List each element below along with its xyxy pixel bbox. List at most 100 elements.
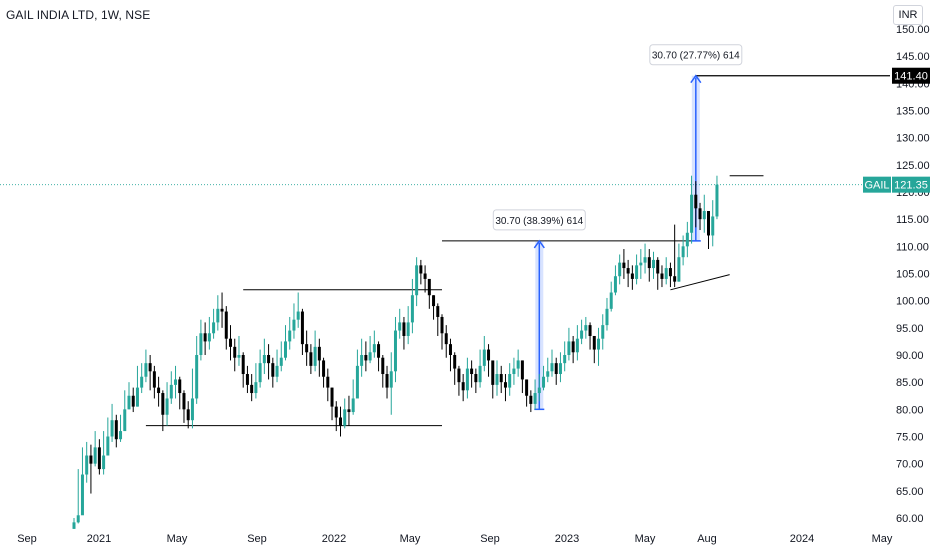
- candle-body: [190, 398, 194, 421]
- candle-body: [410, 295, 414, 323]
- candle-body: [715, 184, 719, 217]
- candle-body: [233, 346, 237, 358]
- y-tick-label: 100.00: [896, 296, 930, 308]
- candle-body: [93, 447, 97, 464]
- candle-body: [203, 333, 207, 342]
- candle-body: [546, 371, 550, 377]
- y-tick-label: 75.00: [896, 432, 924, 444]
- candle-body: [381, 357, 385, 375]
- candle-body: [537, 387, 541, 394]
- candle-body: [123, 409, 127, 432]
- candle-body: [588, 325, 592, 336]
- candle-body: [296, 311, 300, 320]
- measure-arrow-head: [533, 239, 545, 249]
- candle-body: [690, 194, 694, 233]
- x-tick-label: May: [400, 533, 421, 545]
- chart-title: GAIL INDIA LTD, 1W, NSE: [6, 8, 151, 22]
- candle-body: [254, 382, 258, 394]
- candle-body: [220, 308, 224, 312]
- candle-body: [453, 355, 457, 369]
- candle-body: [288, 330, 292, 342]
- candle-body: [292, 319, 296, 331]
- last-price-label: 121.35: [894, 180, 928, 192]
- candle-body: [461, 382, 465, 391]
- candle-body: [284, 341, 287, 358]
- candle-body: [398, 322, 402, 331]
- candle-body: [322, 360, 326, 377]
- candle-body: [512, 368, 516, 375]
- candle-body: [241, 355, 245, 375]
- candle-body: [186, 409, 190, 421]
- candle-body: [195, 355, 199, 399]
- candle-body: [385, 374, 389, 388]
- candle-body: [237, 355, 241, 358]
- candle-body: [343, 409, 347, 426]
- target-price-badge: [892, 67, 930, 84]
- candle-body: [368, 352, 372, 361]
- candle-body: [677, 257, 681, 282]
- candle-body: [102, 455, 106, 470]
- y-tick-label: 65.00: [896, 486, 924, 498]
- candle-body: [317, 346, 321, 361]
- candle-body: [605, 308, 609, 326]
- candle-body: [580, 330, 584, 339]
- candle-body: [516, 360, 520, 369]
- candle-body: [389, 371, 393, 388]
- measure-label-box: [649, 44, 743, 66]
- candle-body: [207, 333, 211, 342]
- candle-body: [613, 276, 617, 293]
- candle-body: [597, 338, 601, 350]
- candle-body: [326, 376, 330, 388]
- candle-body: [148, 363, 152, 372]
- candle-body: [702, 211, 706, 220]
- candle-body: [80, 474, 84, 516]
- candle-body: [457, 368, 461, 383]
- trend-line: [670, 274, 730, 291]
- candle-body: [305, 344, 309, 353]
- candle-body: [199, 333, 203, 355]
- candle-body: [427, 278, 431, 296]
- candle-body: [508, 374, 512, 388]
- candle-body: [685, 232, 689, 247]
- y-tick-label: 60.00: [896, 513, 924, 525]
- candle-body: [267, 355, 271, 364]
- last-price-badge: [892, 176, 930, 193]
- candle-body: [436, 306, 440, 317]
- y-tick-label: 105.00: [896, 269, 930, 281]
- y-tick-label: 80.00: [896, 404, 924, 416]
- candle-body: [474, 374, 478, 383]
- candle-body: [110, 420, 114, 437]
- candle-body: [174, 379, 178, 385]
- candle-body: [423, 273, 427, 279]
- candle-body: [72, 522, 76, 529]
- y-tick-label: 110.00: [896, 241, 929, 253]
- candle-body: [482, 349, 486, 366]
- candle-body: [262, 355, 266, 364]
- candle-body: [635, 265, 639, 279]
- candle-body: [351, 398, 355, 413]
- candle-body: [529, 395, 533, 404]
- candle-body: [313, 346, 317, 366]
- candle-body: [360, 355, 364, 366]
- measure-label: 30.70 (27.77%) 614: [652, 51, 740, 62]
- x-tick-label: Sep: [480, 533, 500, 545]
- candle-body: [216, 308, 220, 323]
- candle-body: [402, 322, 406, 336]
- candle-body: [550, 363, 554, 372]
- candle-body: [525, 379, 529, 396]
- candle-body: [558, 363, 562, 375]
- candle-body: [334, 406, 338, 418]
- currency-button[interactable]: INR: [893, 5, 923, 25]
- y-tick-label: 125.00: [896, 160, 930, 172]
- candle-body: [419, 265, 423, 274]
- target-price-label: 141.40: [894, 71, 928, 83]
- candle-body: [711, 216, 715, 236]
- candle-body: [275, 365, 279, 377]
- candle-body: [571, 341, 575, 353]
- x-tick-label: Sep: [17, 533, 37, 545]
- candle-body: [668, 268, 672, 277]
- x-tick-label: May: [635, 533, 656, 545]
- candle-body: [626, 268, 630, 274]
- x-tick-label: May: [167, 533, 188, 545]
